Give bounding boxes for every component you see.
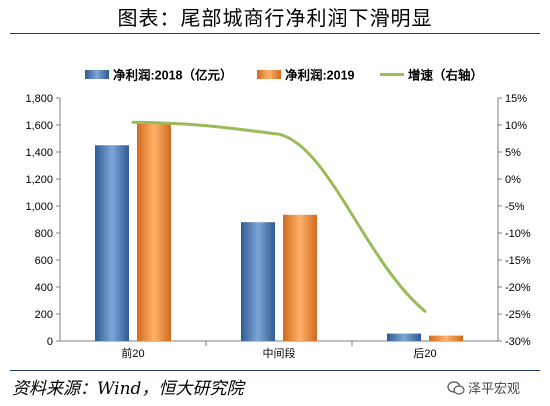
chart-title: 图表：尾部城商行净利润下滑明显: [117, 6, 433, 30]
bar-2018: [387, 333, 421, 341]
watermark: 泽平宏观: [447, 378, 520, 397]
x-axis-label: 后20: [413, 347, 436, 360]
x-axis-label: 前20: [121, 346, 144, 360]
bar-2019: [429, 335, 463, 341]
y-right-tick-label: -20%: [505, 282, 531, 294]
legend-label: 净利润:2019: [285, 68, 355, 83]
y-left-tick-label: 1,600: [25, 120, 53, 132]
y-left-tick-label: 1,400: [25, 147, 53, 159]
bar-2019: [283, 214, 317, 341]
legend-label: 增速（右轴）: [408, 68, 483, 83]
y-right-tick-label: -30%: [505, 336, 531, 348]
y-left-tick-label: 1,200: [25, 174, 53, 186]
y-left-tick-label: 800: [35, 228, 53, 240]
wechat-icon: [447, 380, 465, 395]
y-left-tick-label: 400: [35, 282, 53, 294]
y-left-tick-label: 600: [35, 255, 53, 267]
x-axis-label: 中间段: [263, 346, 296, 360]
y-left-tick-label: 1,800: [25, 93, 53, 105]
y-right-tick-label: -5%: [505, 201, 525, 213]
y-right-tick-label: 15%: [505, 93, 527, 105]
title-divider: [10, 33, 540, 34]
y-right-tick-label: 0%: [505, 174, 521, 186]
source-divider: [10, 370, 540, 371]
growth-line: [131, 120, 427, 313]
watermark-text: 泽平宏观: [468, 381, 521, 396]
y-right-tick-label: -10%: [505, 228, 531, 240]
y-right-tick-label: -25%: [505, 309, 531, 321]
y-right-tick-label: -15%: [505, 255, 531, 267]
y-left-tick-label: 200: [35, 309, 53, 321]
bar-2018: [95, 145, 129, 341]
legend: 净利润:2018（亿元） 净利润:2019 增速（右轴）: [85, 68, 483, 83]
y-right-tick-label: 5%: [505, 147, 521, 159]
source-note: 资料来源：Wind，恒大研究院: [12, 379, 244, 399]
y-right-tick-label: 10%: [505, 120, 527, 132]
bar-2018: [241, 222, 275, 341]
legend-label: 净利润:2018（亿元）: [113, 68, 232, 83]
growth-line-path: [131, 120, 427, 313]
bar-2019: [137, 123, 171, 342]
y-left-tick-label: 1,000: [25, 201, 53, 213]
axes: 0 200 400 600 800 1,000 1,200 1,400 1,600 1,800 -3…: [25, 93, 530, 348]
bars: [95, 123, 463, 342]
legend-swatch-2018: [85, 70, 109, 79]
legend-swatch-2019: [257, 70, 281, 79]
x-axis-labels: 前20 中间段 后20: [121, 346, 436, 360]
y-left-tick-label: 0: [47, 336, 53, 348]
